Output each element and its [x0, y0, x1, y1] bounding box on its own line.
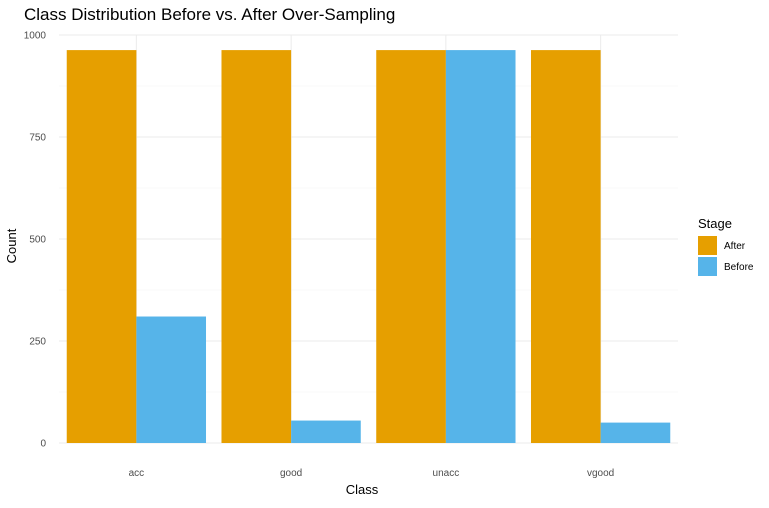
y-axis-ticks: 0 250 500 750 1000 — [24, 31, 47, 450]
chart-title: Class Distribution Before vs. After Over… — [24, 5, 395, 24]
legend-label-before: Before — [724, 262, 754, 273]
y-tick-label: 0 — [40, 439, 46, 450]
bar-unacc-after — [376, 50, 446, 443]
bar-vgood-after — [530, 50, 601, 443]
bar-good-after — [221, 50, 292, 443]
y-tick-label: 750 — [29, 133, 46, 144]
x-tick-label: acc — [129, 468, 145, 479]
bar-good-before — [291, 420, 361, 443]
x-axis-ticks: acc good unacc vgood — [129, 468, 615, 479]
x-tick-label: good — [280, 468, 302, 479]
y-tick-label: 250 — [29, 337, 46, 348]
legend-label-after: After — [724, 241, 746, 252]
bar-vgood-before — [600, 422, 671, 443]
x-tick-label: unacc — [433, 468, 460, 479]
y-axis-title: Count — [4, 228, 19, 263]
y-tick-label: 500 — [29, 235, 46, 246]
legend-title: Stage — [698, 216, 732, 231]
legend-key-before — [698, 257, 717, 276]
y-tick-label: 1000 — [24, 31, 47, 42]
legend: Stage After Before — [698, 216, 754, 276]
bar-acc-after — [66, 50, 137, 443]
legend-key-after — [698, 236, 717, 255]
x-axis-title: Class — [346, 482, 379, 497]
x-tick-label: vgood — [587, 468, 614, 479]
bars — [66, 50, 671, 443]
bar-acc-before — [136, 316, 207, 443]
bar-unacc-before — [445, 50, 516, 443]
